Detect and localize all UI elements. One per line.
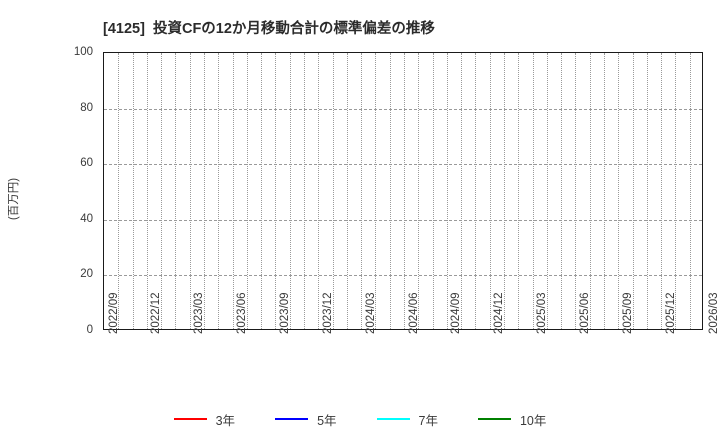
gridline-vertical bbox=[646, 53, 648, 329]
gridline-vertical bbox=[375, 53, 377, 329]
horizontal-gridlines bbox=[104, 53, 702, 329]
plot-area bbox=[103, 52, 703, 330]
gridline-vertical bbox=[146, 53, 148, 329]
legend-item-7年[interactable]: 7年 bbox=[376, 410, 438, 429]
gridline-vertical bbox=[261, 53, 263, 329]
vertical-gridlines bbox=[104, 53, 702, 329]
x-tick-label: 2025/09 bbox=[621, 292, 634, 334]
gridline-vertical bbox=[404, 53, 405, 329]
legend-swatch-line-icon bbox=[477, 418, 511, 420]
gridline-vertical bbox=[289, 53, 291, 329]
y-tick-label: 60 bbox=[80, 157, 93, 170]
x-tick-label: 2024/06 bbox=[407, 292, 420, 334]
x-tick-label: 2025/03 bbox=[536, 292, 549, 334]
gridline-vertical bbox=[361, 53, 363, 329]
x-tick-label: 2024/03 bbox=[364, 292, 377, 334]
gridline-vertical bbox=[218, 53, 220, 329]
legend-swatch-line-icon bbox=[376, 418, 410, 420]
x-tick-label: 2025/12 bbox=[664, 292, 677, 334]
x-tick-label: 2025/06 bbox=[578, 292, 591, 334]
gridline-vertical bbox=[175, 53, 177, 329]
gridline-vertical bbox=[161, 53, 163, 329]
gridline-vertical bbox=[346, 53, 348, 329]
chart-title: [4125] 投資CFの12か月移動合計の標準偏差の推移 bbox=[103, 21, 435, 37]
gridline-vertical bbox=[475, 53, 477, 329]
gridline-vertical bbox=[675, 53, 677, 329]
legend-item-10年[interactable]: 10年 bbox=[477, 410, 547, 429]
gridline-vertical bbox=[204, 53, 205, 329]
x-tick-label: 2023/06 bbox=[236, 292, 249, 334]
gridline-vertical bbox=[332, 53, 334, 329]
x-tick-label: 2023/09 bbox=[278, 292, 291, 334]
gridline-vertical bbox=[461, 53, 463, 329]
gridline-vertical bbox=[661, 53, 663, 329]
gridline-vertical bbox=[504, 53, 505, 329]
x-tick-label: 2024/12 bbox=[493, 292, 506, 334]
gridline-vertical bbox=[275, 53, 277, 329]
y-tick-label: 20 bbox=[80, 268, 93, 281]
x-tick-label: 2022/12 bbox=[150, 292, 163, 334]
gridline-vertical bbox=[246, 53, 248, 329]
gridline-horizontal bbox=[104, 108, 702, 110]
gridline-vertical bbox=[575, 53, 577, 329]
legend-item-5年[interactable]: 5年 bbox=[275, 410, 337, 429]
data-series-layer bbox=[104, 53, 702, 329]
gridline-horizontal bbox=[104, 219, 702, 221]
gridline-vertical bbox=[446, 53, 448, 329]
gridline-vertical bbox=[232, 53, 234, 329]
x-tick-label: 2024/09 bbox=[450, 292, 463, 334]
legend-swatch-line-icon bbox=[173, 418, 207, 420]
legend-item-3年[interactable]: 3年 bbox=[173, 410, 236, 429]
chart-legend: 3年 5年 7年 10年 bbox=[0, 407, 720, 431]
x-tick-label: 2026/03 bbox=[707, 292, 720, 334]
x-tick-label: 2022/09 bbox=[107, 292, 120, 334]
legend-swatch-line-icon bbox=[275, 418, 309, 420]
legend-label: 10年 bbox=[519, 413, 547, 428]
x-axis: 2022/09 2022/12 2023/03 2023/06 2023/09 2023/… bbox=[0, 292, 720, 394]
x-tick-label: 2023/12 bbox=[321, 292, 334, 334]
y-tick-label: 40 bbox=[80, 212, 93, 225]
legend-label: 7年 bbox=[418, 413, 438, 428]
gridline-vertical bbox=[589, 53, 591, 329]
gridline-vertical bbox=[318, 53, 320, 329]
gridline-vertical bbox=[604, 53, 605, 329]
y-tick-label: 80 bbox=[80, 101, 93, 114]
y-tick-label: 100 bbox=[73, 46, 93, 58]
gridline-vertical bbox=[561, 53, 563, 329]
gridline-vertical bbox=[389, 53, 391, 329]
gridline-vertical bbox=[618, 53, 620, 329]
y-tick-label: 0 bbox=[86, 324, 93, 336]
legend-label: 3年 bbox=[215, 413, 236, 428]
gridline-vertical bbox=[118, 53, 120, 329]
gridline-vertical bbox=[689, 53, 691, 329]
gridline-vertical bbox=[189, 53, 191, 329]
gridline-vertical bbox=[546, 53, 548, 329]
legend-label: 5年 bbox=[317, 413, 337, 428]
y-axis-title: (百万円) bbox=[8, 177, 20, 221]
gridline-vertical bbox=[432, 53, 434, 329]
y-axis: 0 20 40 60 80 100 bbox=[0, 0, 97, 440]
gridline-vertical bbox=[132, 53, 134, 329]
x-tick-label: 2023/03 bbox=[193, 292, 206, 334]
gridline-vertical bbox=[489, 53, 491, 329]
gridline-horizontal bbox=[104, 275, 702, 277]
gridline-horizontal bbox=[104, 164, 702, 166]
gridline-vertical bbox=[304, 53, 305, 329]
gridline-vertical bbox=[518, 53, 520, 329]
gridline-vertical bbox=[632, 53, 634, 329]
gridline-vertical bbox=[418, 53, 420, 329]
gridline-vertical bbox=[532, 53, 534, 329]
